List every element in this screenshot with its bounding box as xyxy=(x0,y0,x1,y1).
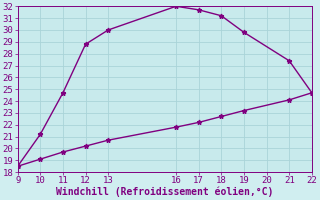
X-axis label: Windchill (Refroidissement éolien,°C): Windchill (Refroidissement éolien,°C) xyxy=(56,187,274,197)
